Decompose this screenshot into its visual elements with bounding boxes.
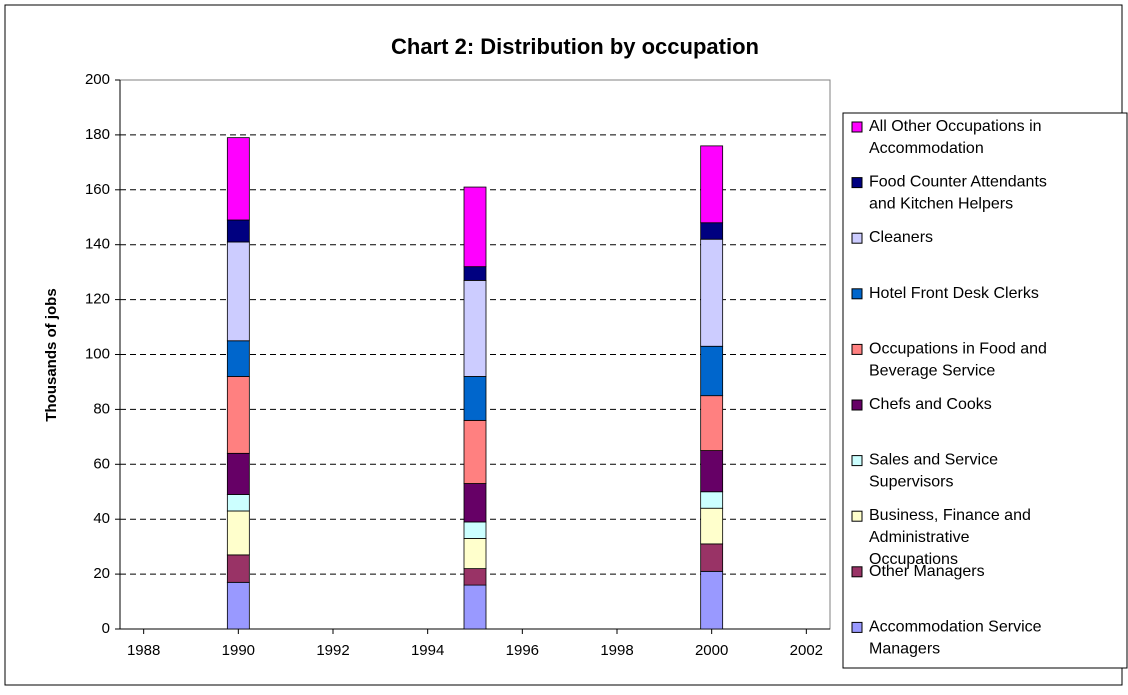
legend-label-line: Occupations bbox=[869, 551, 958, 568]
legend-label-line: Sales and Service bbox=[869, 452, 998, 469]
x-tick-label: 2002 bbox=[790, 642, 823, 659]
bar-segment bbox=[463, 419, 487, 484]
y-tick-label: 180 bbox=[85, 126, 110, 143]
bar-segment bbox=[226, 494, 250, 512]
legend-swatch bbox=[851, 510, 863, 522]
bar-segment bbox=[226, 340, 250, 377]
chart-title: Chart 2: Distribution by occupation bbox=[391, 34, 759, 59]
legend-label: Accommodation Service Managers bbox=[869, 619, 1042, 658]
legend-swatch bbox=[851, 455, 863, 467]
bar-segment bbox=[463, 186, 487, 268]
bar-segment bbox=[700, 238, 724, 347]
bar-segment bbox=[226, 219, 250, 243]
legend-label-line: Cleaners bbox=[869, 229, 933, 246]
legend-label-line: Supervisors bbox=[869, 474, 953, 491]
legend-label-line: Managers bbox=[869, 641, 940, 658]
x-tick-label: 1998 bbox=[600, 642, 633, 659]
x-tick-label: 1994 bbox=[411, 642, 444, 659]
bar-segment bbox=[700, 395, 724, 451]
legend-label: Food Counter Attendants and Kitchen Helpe… bbox=[869, 174, 1047, 213]
y-axis-label: Thousands of jobs bbox=[43, 288, 60, 421]
legend-swatch bbox=[851, 232, 863, 244]
bar-segment bbox=[700, 491, 724, 509]
bar-segment bbox=[226, 452, 250, 495]
bar-segment bbox=[700, 145, 724, 224]
bar-segment bbox=[700, 450, 724, 493]
y-tick-label: 60 bbox=[93, 455, 110, 472]
legend-swatch bbox=[851, 288, 863, 300]
y-tick-label: 80 bbox=[93, 400, 110, 417]
legend-label-line: Food Counter Attendants bbox=[869, 174, 1047, 191]
y-tick-label: 200 bbox=[85, 71, 110, 88]
y-tick-label: 120 bbox=[85, 291, 110, 308]
x-tick-label: 2000 bbox=[695, 642, 728, 659]
bar-segment bbox=[226, 241, 250, 342]
legend-label: Sales and Service Supervisors bbox=[869, 452, 998, 491]
bar-segment bbox=[226, 137, 250, 221]
legend-box bbox=[842, 112, 1128, 669]
x-tick-label: 1992 bbox=[316, 642, 349, 659]
legend-label: Hotel Front Desk Clerks bbox=[869, 285, 1039, 302]
legend-label: All Other Occupations in Accommodation bbox=[869, 118, 1042, 157]
x-tick-label: 1990 bbox=[222, 642, 255, 659]
legend-label-line: All Other Occupations in bbox=[869, 118, 1042, 135]
legend-label: Chefs and Cooks bbox=[869, 396, 992, 413]
legend-label: Business, Finance and Administrative Occup… bbox=[869, 507, 1031, 568]
legend-label-line: Accommodation Service bbox=[869, 619, 1042, 636]
legend-label-line: Hotel Front Desk Clerks bbox=[869, 285, 1039, 302]
bar-segment bbox=[226, 510, 250, 556]
legend-label-line: and Kitchen Helpers bbox=[869, 196, 1013, 213]
bar-segment bbox=[463, 584, 487, 630]
bar-segment bbox=[226, 554, 250, 583]
legend-label-line: Occupations in Food and bbox=[869, 341, 1047, 358]
legend-label: Cleaners bbox=[869, 229, 933, 246]
bar-segment bbox=[463, 279, 487, 377]
legend-swatch bbox=[851, 621, 863, 633]
bar-segment bbox=[700, 570, 724, 630]
bar-segment bbox=[463, 483, 487, 523]
legend-label-line: Other Managers bbox=[869, 563, 985, 580]
y-tick-label: 20 bbox=[93, 565, 110, 582]
bar-segment bbox=[463, 521, 487, 539]
legend-label: Occupations in Food and Beverage Service bbox=[869, 341, 1047, 380]
bar-segment bbox=[463, 538, 487, 570]
legend-swatch bbox=[851, 399, 863, 411]
legend-label: Other Managers bbox=[869, 563, 985, 580]
bar-segment bbox=[463, 266, 487, 281]
bar-segment bbox=[463, 376, 487, 421]
bar-segment bbox=[700, 507, 724, 545]
bar-segment bbox=[700, 543, 724, 572]
x-tick-label: 1996 bbox=[506, 642, 539, 659]
y-tick-label: 100 bbox=[85, 345, 110, 362]
y-tick-label: 40 bbox=[93, 510, 110, 527]
legend-label-line: Business, Finance and bbox=[869, 507, 1031, 524]
bar-segment bbox=[463, 568, 487, 586]
bar-segment bbox=[700, 222, 724, 240]
y-tick-label: 160 bbox=[85, 181, 110, 198]
bar-segment bbox=[226, 581, 250, 630]
legend-label-line: Chefs and Cooks bbox=[869, 396, 992, 413]
legend-label-line: Beverage Service bbox=[869, 363, 995, 380]
legend-swatch bbox=[851, 566, 863, 578]
bar-segment bbox=[700, 345, 724, 397]
x-tick-label: 1988 bbox=[127, 642, 160, 659]
y-tick-label: 0 bbox=[102, 620, 110, 637]
legend-label-line: Administrative bbox=[869, 529, 970, 546]
legend-swatch bbox=[851, 177, 863, 189]
legend-swatch bbox=[851, 343, 863, 355]
legend-swatch bbox=[851, 121, 863, 133]
legend-label-line: Accommodation bbox=[869, 140, 984, 157]
y-tick-label: 140 bbox=[85, 236, 110, 253]
bar-segment bbox=[226, 376, 250, 454]
